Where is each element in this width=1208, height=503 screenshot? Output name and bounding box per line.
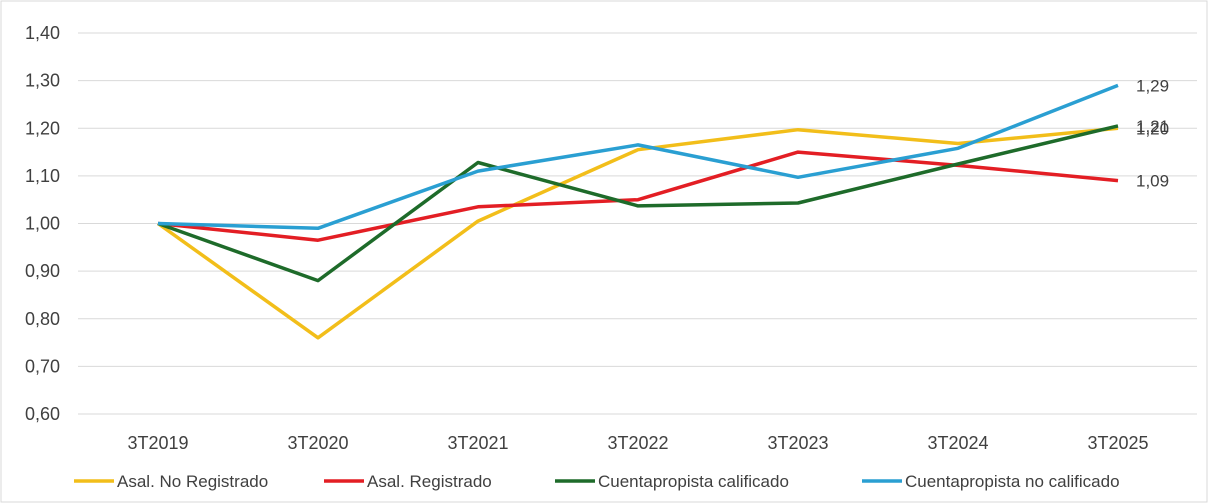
- y-tick-label: 1,20: [25, 118, 60, 138]
- series-line-3: [157, 124, 1119, 283]
- x-tick-label: 3T2020: [287, 433, 348, 453]
- y-tick-label: 0,80: [25, 309, 60, 329]
- end-value-label: 1,20: [1136, 119, 1169, 138]
- x-tick-label: 3T2021: [447, 433, 508, 453]
- series-line-1: [156, 126, 1119, 340]
- y-tick-label: 0,70: [25, 356, 60, 376]
- y-tick-label: 1,00: [25, 214, 60, 234]
- end-labels: 1,20 1,09 1,21 1,29: [1136, 76, 1169, 190]
- end-value-label: 1,09: [1136, 172, 1169, 191]
- x-tick-label: 3T2025: [1087, 433, 1148, 453]
- y-tick-label: 0,60: [25, 404, 60, 424]
- legend: Asal. No Registrado Asal. Registrado Cuent…: [74, 472, 1120, 491]
- x-axis: 3T2019 3T2020 3T2021 3T2022 3T2023 3T2024 3T20…: [127, 433, 1148, 453]
- end-value-label: 1,29: [1136, 76, 1169, 95]
- y-tick-label: 1,40: [25, 23, 60, 43]
- y-tick-label: 1,10: [25, 166, 60, 186]
- gridlines: [78, 32, 1197, 415]
- legend-label: Asal. Registrado: [367, 472, 492, 491]
- series-lines: [156, 83, 1119, 340]
- legend-label: Asal. No Registrado: [117, 472, 268, 491]
- y-axis: 0,60 0,70 0,80 0,90 1,00 1,10 1,20 1,30 1,40: [25, 23, 60, 424]
- y-tick-label: 1,30: [25, 71, 60, 91]
- x-tick-label: 3T2019: [127, 433, 188, 453]
- legend-label: Cuentapropista calificado: [598, 472, 789, 491]
- x-tick-label: 3T2024: [927, 433, 988, 453]
- y-tick-label: 0,90: [25, 261, 60, 281]
- end-value-label: 1,21: [1136, 117, 1169, 136]
- legend-label: Cuentapropista no calificado: [905, 472, 1120, 491]
- x-tick-label: 3T2022: [607, 433, 668, 453]
- series-line-4: [157, 83, 1119, 231]
- x-tick-label: 3T2023: [767, 433, 828, 453]
